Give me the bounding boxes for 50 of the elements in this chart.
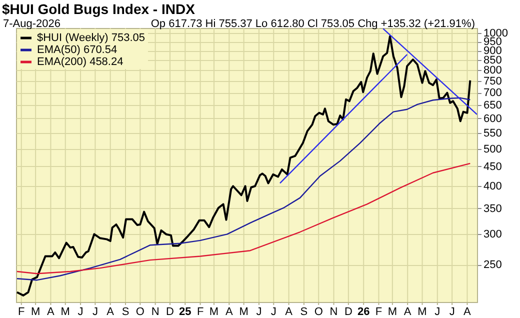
legend-label: $HUI (Weekly) 753.05 [37, 32, 146, 44]
y-tick-label: 750 [484, 76, 502, 88]
legend-label: EMA(200) 458.24 [37, 56, 124, 68]
y-tick-label: 300 [484, 228, 502, 241]
x-tick-label: A [404, 306, 412, 318]
x-tick-label: F [18, 306, 26, 318]
y-tick-label: 650 [484, 99, 502, 112]
x-tick-label: S [300, 306, 308, 318]
x-tick-label: D [166, 306, 174, 318]
x-tick-label: N [330, 306, 338, 318]
x-tick-label: F [375, 306, 382, 318]
y-tick-label: 500 [484, 143, 502, 156]
x-tick-label: A [106, 306, 115, 318]
x-tick-label: J [256, 306, 262, 318]
y-tick-label: 700 [484, 87, 502, 100]
x-tick-label: D [344, 306, 352, 318]
x-tick-label: M [30, 306, 40, 318]
x-tick-label: 25 [179, 306, 192, 318]
x-tick-label: J [449, 306, 455, 318]
chart-title: $HUI Gold Bugs Index - INDX [2, 1, 196, 17]
x-tick-label: A [225, 306, 234, 318]
x-tick-label: J [92, 306, 98, 318]
y-tick-label: 850 [484, 54, 502, 67]
x-tick-label: M [388, 306, 398, 318]
x-tick-label: 26 [357, 306, 370, 318]
y-tick-label: 450 [484, 160, 502, 173]
x-tick-label: O [314, 306, 324, 318]
x-tick-label: F [196, 306, 204, 318]
y-tick-label: 350 [484, 202, 502, 215]
y-tick-label: 550 [484, 127, 502, 140]
y-tick-label: 400 [484, 180, 502, 193]
y-tick-label: 600 [484, 112, 502, 125]
x-tick-label: J [270, 306, 276, 318]
x-tick-label: S [122, 306, 130, 318]
y-tick-label: 250 [484, 259, 502, 272]
x-tick-label: O [136, 306, 145, 318]
x-tick-label: N [151, 306, 160, 318]
annotation: Op 617.73 Hi 755.37 Lo 612.80 Cl 753.05 Chg +135.32 (+21.91%) [150, 18, 475, 30]
x-tick-label: A [285, 306, 294, 318]
x-tick-label: J [434, 306, 440, 318]
x-tick-label: M [209, 306, 219, 318]
x-tick-label: J [78, 306, 84, 318]
x-tick-label: M [239, 306, 248, 318]
y-tick-label: 800 [484, 64, 502, 77]
annotation: 7-Aug-2026 [3, 18, 60, 30]
legend-label: EMA(50) 670.54 [37, 44, 118, 56]
x-tick-label: A [47, 306, 56, 318]
x-tick-label: M [60, 306, 70, 318]
x-tick-label: A [464, 306, 472, 318]
x-tick-label: M [418, 306, 427, 318]
